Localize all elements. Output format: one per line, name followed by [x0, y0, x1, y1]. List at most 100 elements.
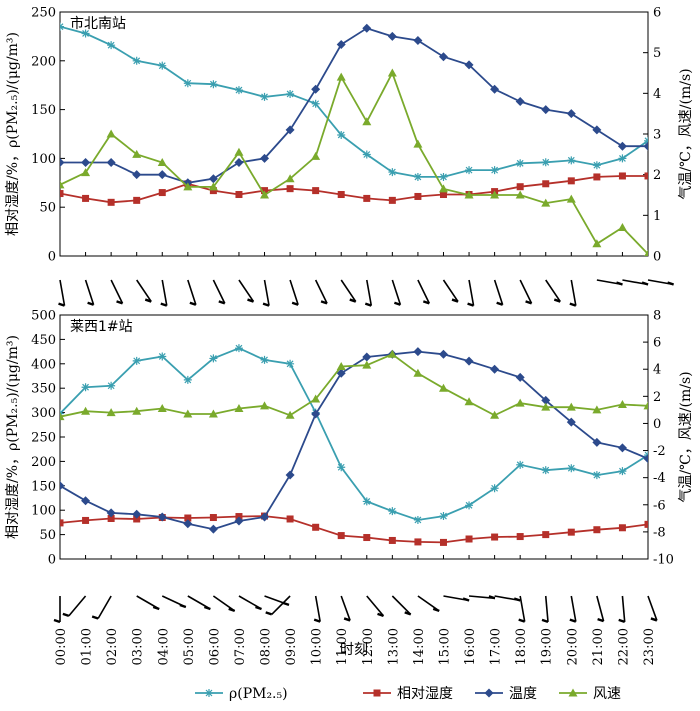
x-tick-label: 16:00	[463, 628, 478, 665]
wind-barb	[289, 279, 299, 305]
wind-barb-flag	[144, 298, 152, 303]
left-tick-label: 400	[31, 357, 56, 372]
legend-label: 风速	[593, 686, 621, 702]
data-point	[286, 89, 295, 98]
data-point	[617, 223, 627, 232]
data-point	[157, 170, 167, 180]
data-point	[644, 172, 648, 180]
panel-2-station-title: 莱西1#站	[70, 319, 133, 335]
wind-barb-flag	[650, 617, 658, 622]
wind-barb	[391, 279, 402, 305]
left-tick-label: 0	[48, 250, 56, 265]
data-point	[465, 166, 474, 175]
x-tick-label: 14:00	[412, 628, 427, 665]
data-point	[465, 535, 473, 543]
wind-barb-flag	[343, 617, 351, 622]
right-tick-label: 0	[653, 417, 661, 432]
data-point	[183, 182, 193, 191]
wind-barb	[68, 595, 87, 617]
x-tick-labels: 00:00 01:00 02:00 03:00 04:00 05:00 06:00 07:00…	[54, 628, 657, 665]
data-point	[464, 190, 474, 199]
wind-barb-flag	[265, 611, 273, 616]
data-point	[541, 198, 551, 207]
data-point	[541, 105, 551, 115]
wind-barb	[314, 595, 321, 622]
left-tick-label: 450	[31, 333, 56, 348]
wind-barb-flag	[364, 302, 372, 307]
data-point	[209, 187, 217, 195]
data-point	[363, 194, 371, 202]
left-tick-label: 200	[31, 455, 56, 470]
data-point	[106, 508, 116, 518]
right-tick-label: 1	[653, 209, 661, 224]
wind-barb-flag	[349, 298, 357, 303]
wind-barb-flag	[641, 281, 649, 286]
left-tick-label: 50	[39, 528, 56, 543]
data-point	[413, 139, 423, 148]
data-point	[132, 406, 142, 415]
legend-marker	[568, 688, 578, 697]
wind-barb-flag	[152, 605, 160, 611]
x-tick-label: 20:00	[565, 628, 580, 665]
data-point	[133, 515, 141, 523]
legend-marker	[373, 689, 381, 697]
wind-barb	[519, 279, 533, 304]
wind-barb	[544, 595, 549, 622]
data-point	[439, 191, 447, 199]
data-point	[566, 194, 576, 203]
data-point	[516, 183, 524, 191]
data-point	[157, 512, 167, 522]
wind-barb	[340, 279, 357, 303]
data-point	[593, 526, 601, 534]
legend-label: 相对湿度	[397, 686, 453, 702]
data-point	[132, 56, 141, 65]
data-point	[491, 533, 499, 541]
data-point	[81, 406, 91, 415]
wind-barb-flag	[518, 618, 526, 623]
wind-barb	[570, 595, 577, 622]
right-tick-label: 3	[653, 128, 661, 143]
right-tick-label: -2	[653, 444, 666, 459]
data-point	[414, 192, 422, 200]
data-point	[618, 172, 626, 180]
data-point	[388, 196, 396, 204]
data-point	[285, 174, 295, 183]
wind-barb	[621, 595, 626, 622]
data-point	[337, 463, 346, 472]
data-point	[541, 466, 550, 475]
series-line	[60, 27, 648, 184]
data-point	[234, 404, 244, 413]
data-point	[311, 394, 321, 403]
data-point	[490, 364, 500, 374]
data-point	[82, 194, 90, 202]
left-tick-label: 150	[31, 103, 56, 118]
data-point	[464, 356, 474, 366]
data-point	[260, 355, 269, 364]
data-point	[312, 523, 320, 531]
data-point	[60, 157, 65, 167]
data-point	[285, 125, 295, 135]
right-tick-label: -4	[653, 471, 666, 486]
right-tick-label: 5	[653, 46, 661, 61]
data-point	[593, 173, 601, 181]
data-point	[81, 383, 90, 392]
data-point	[542, 531, 550, 539]
data-point	[515, 398, 525, 407]
data-point	[209, 514, 217, 522]
x-tick-label: 11:00	[335, 628, 350, 665]
panel-1-series	[60, 22, 648, 256]
series-line	[60, 347, 648, 521]
left-tick-label: 300	[31, 406, 56, 421]
legend-marker	[484, 688, 494, 698]
data-point	[107, 41, 116, 50]
data-point	[208, 174, 218, 184]
panel-2-left-axis-label: 相对湿度/%，ρ(PM₂.₅)/(μg/m³)	[5, 335, 21, 539]
wind-barb-flag	[488, 595, 496, 600]
data-point	[515, 96, 525, 106]
data-point	[567, 156, 576, 165]
data-point	[490, 190, 500, 199]
data-point	[81, 29, 90, 38]
data-point	[617, 399, 627, 408]
data-point	[644, 249, 648, 256]
wind-barb-flag	[618, 618, 626, 624]
